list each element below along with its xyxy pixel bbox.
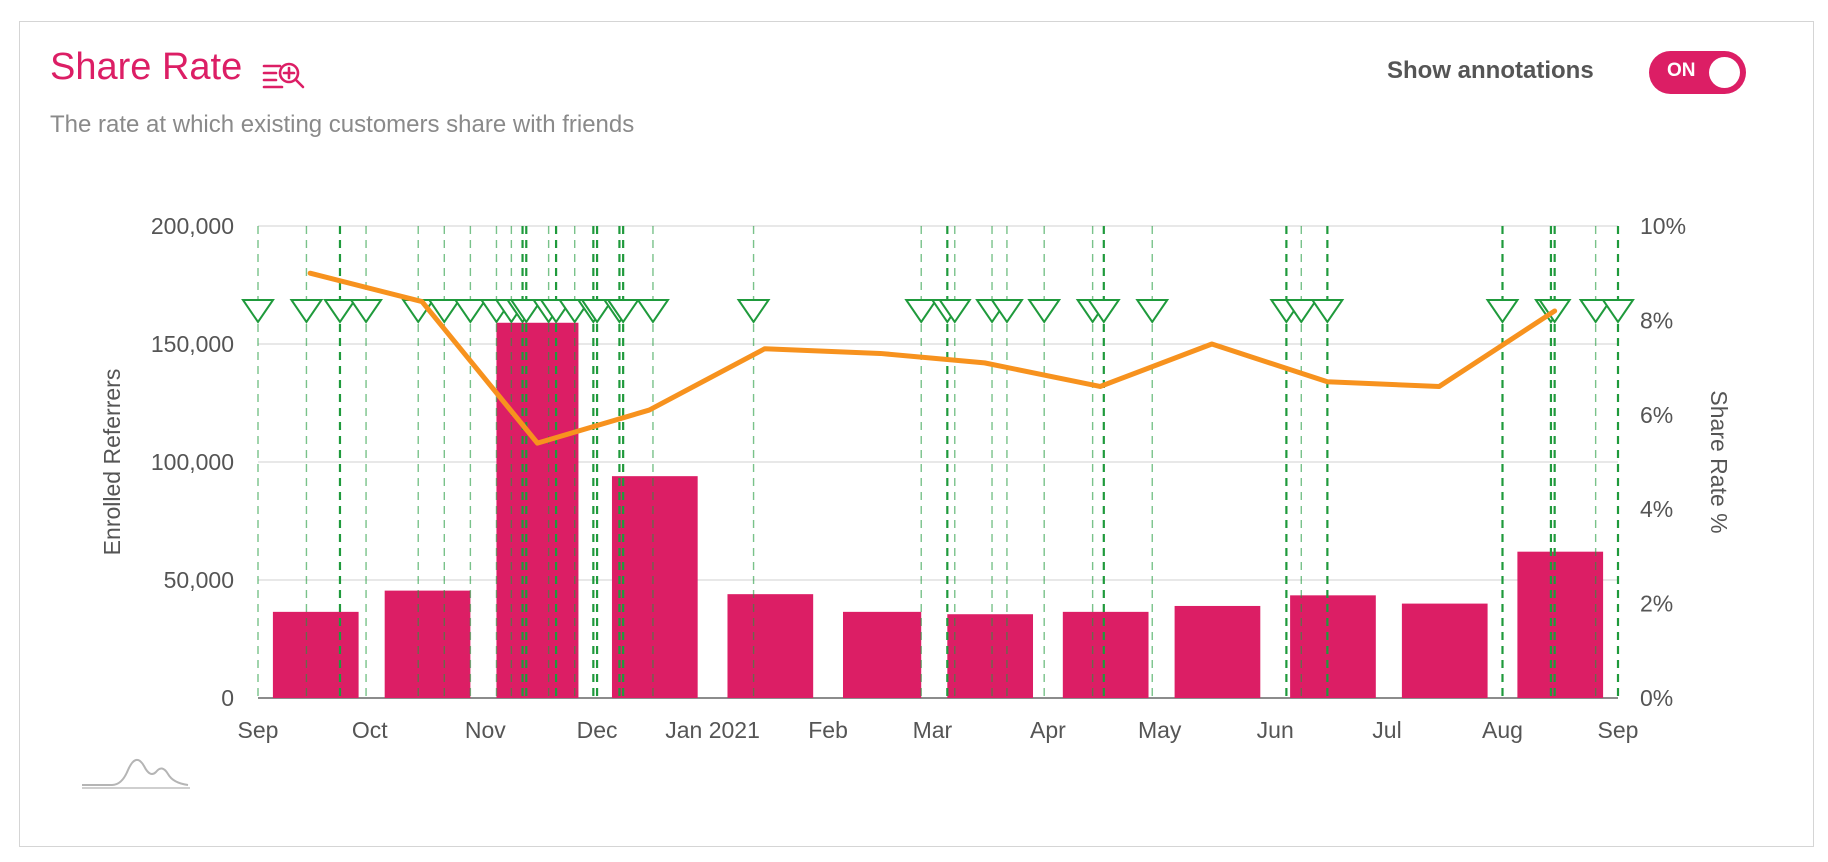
bar xyxy=(611,476,698,698)
bar xyxy=(947,614,1034,698)
annotation-marker xyxy=(289,299,324,324)
annotation-marker xyxy=(1135,299,1170,324)
bar xyxy=(1062,611,1149,698)
annotation-marker xyxy=(1086,299,1121,324)
annotation-marker xyxy=(636,299,670,324)
toggle-state-text: ON xyxy=(1667,60,1696,81)
y-right-axis-title: Share Rate % xyxy=(1706,390,1732,533)
annotation-marker xyxy=(1310,299,1345,324)
y-left-tick-label: 0 xyxy=(221,685,234,711)
x-tick-label: Aug xyxy=(1482,717,1523,743)
y-left-tick-label: 150,000 xyxy=(151,331,234,357)
annotation-marker xyxy=(509,299,544,324)
bar xyxy=(272,611,359,698)
x-tick-label: Apr xyxy=(1030,717,1066,743)
annotation-marker xyxy=(937,299,972,324)
y-right-tick-label: 10% xyxy=(1640,213,1686,239)
annotation-marker xyxy=(427,299,462,324)
bar xyxy=(1290,595,1376,698)
bar-series xyxy=(272,322,1604,698)
annotation-marker xyxy=(904,299,939,324)
bar xyxy=(727,594,814,698)
x-tick-label: Jun xyxy=(1257,717,1294,743)
annotation-marker xyxy=(1485,299,1520,324)
x-tick-label: Jan 2021 xyxy=(665,717,760,743)
x-tick-label: Oct xyxy=(352,717,388,743)
annotation-marker xyxy=(1601,299,1635,324)
chart-subtitle: The rate at which existing customers sha… xyxy=(50,111,635,138)
annotation-marker xyxy=(1284,299,1319,324)
show-annotations-label: Show annotations xyxy=(1387,57,1594,84)
bar xyxy=(496,322,579,698)
annotation-marker xyxy=(580,299,614,324)
bar xyxy=(384,590,471,698)
annotation-marker xyxy=(990,299,1024,324)
chart-logo-icon xyxy=(82,759,190,789)
x-tick-label: Nov xyxy=(465,717,506,743)
annotation-marker xyxy=(1027,299,1062,324)
y-right-tick-label: 6% xyxy=(1640,402,1673,428)
list-zoom-icon[interactable] xyxy=(262,56,308,96)
y-right-tick-label: 4% xyxy=(1640,496,1673,522)
annotation-marker xyxy=(606,299,641,324)
x-tick-label: Dec xyxy=(577,717,618,743)
annotation-layer xyxy=(241,226,1635,698)
y-left-tick-label: 50,000 xyxy=(164,567,234,593)
x-tick-label: May xyxy=(1138,717,1182,743)
toggle-knob[interactable] xyxy=(1709,57,1740,88)
x-tick-label: Jul xyxy=(1372,717,1401,743)
y-left-tick-label: 100,000 xyxy=(151,449,234,475)
y-right-tick-label: 0% xyxy=(1640,685,1673,711)
share-rate-line xyxy=(307,270,1558,446)
grid-lines xyxy=(258,225,1618,699)
bar xyxy=(842,611,922,698)
annotation-marker xyxy=(323,299,357,324)
x-tick-label: Sep xyxy=(238,717,279,743)
annotation-marker xyxy=(241,299,275,324)
x-tick-label: Sep xyxy=(1598,717,1639,743)
annotation-marker xyxy=(349,299,383,324)
y-right-tick-label: 2% xyxy=(1640,591,1673,617)
annotation-marker xyxy=(736,299,771,324)
x-tick-label: Feb xyxy=(808,717,848,743)
axes: 0 50,000 100,000 150,000 200,000 0% 2% 4% 6% 8% 10… xyxy=(99,213,1732,743)
show-annotations-toggle[interactable]: ON xyxy=(1649,51,1746,94)
bar xyxy=(1401,603,1488,698)
y-right-tick-label: 8% xyxy=(1640,307,1673,333)
chart-card xyxy=(19,21,1814,847)
annotation-marker xyxy=(453,299,488,324)
y-left-tick-label: 200,000 xyxy=(151,213,234,239)
line-series xyxy=(307,270,1558,446)
x-tick-label: Mar xyxy=(913,717,953,743)
bar xyxy=(1174,605,1261,698)
bar xyxy=(1517,551,1604,698)
annotation-marker xyxy=(1578,299,1613,324)
y-left-axis-title: Enrolled Referrers xyxy=(99,369,125,556)
chart-title: Share Rate xyxy=(50,46,243,88)
